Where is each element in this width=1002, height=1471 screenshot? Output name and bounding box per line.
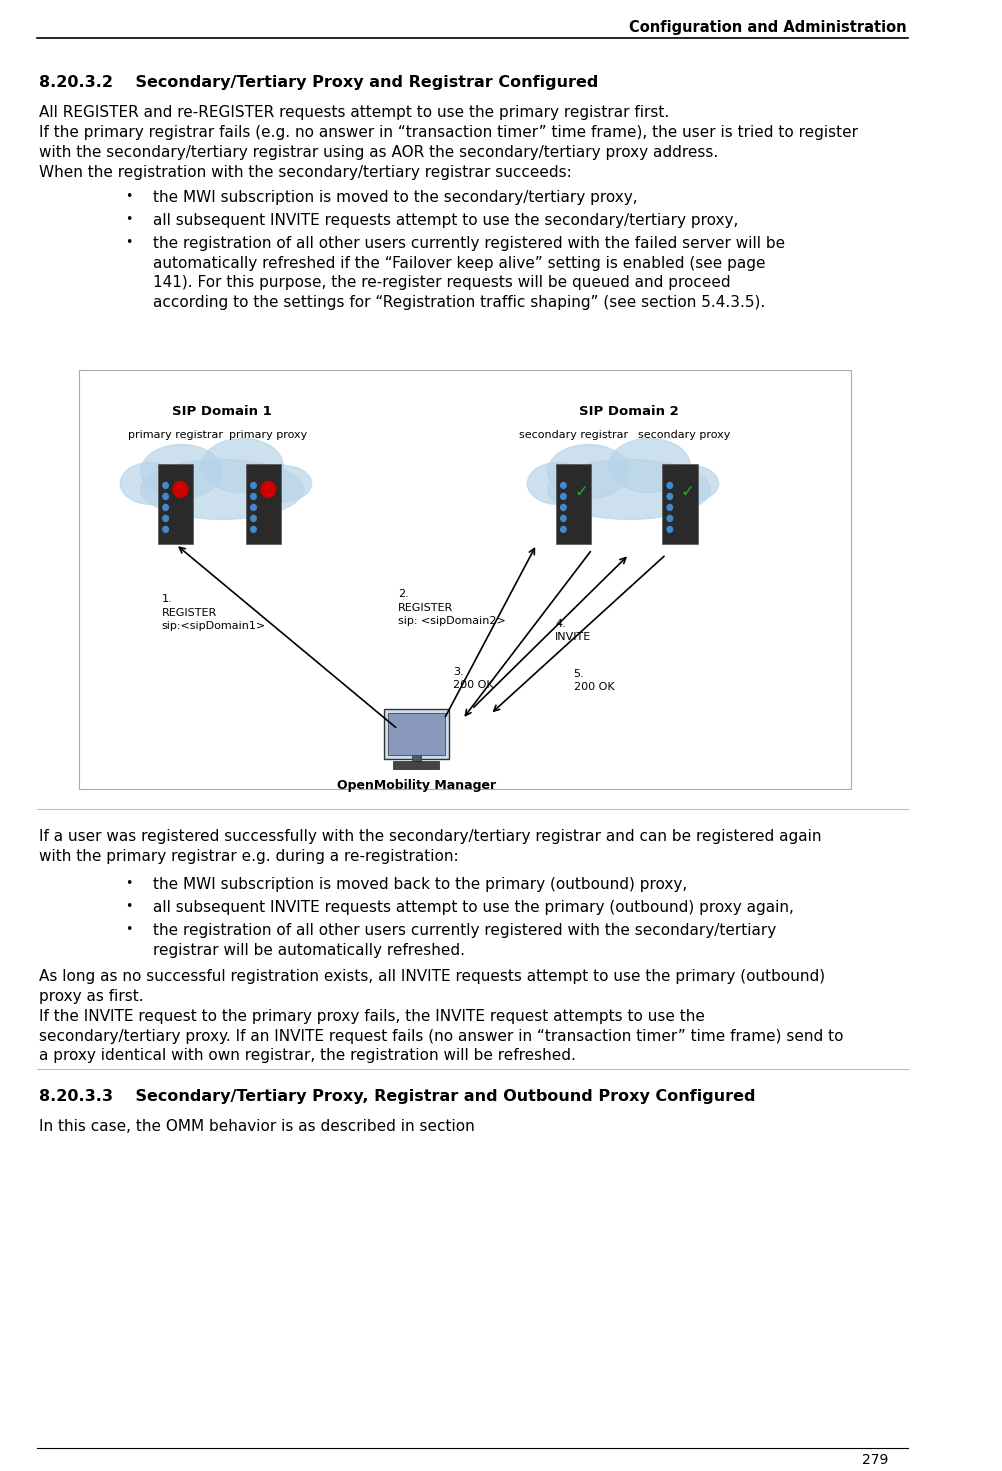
Text: primary registrar: primary registrar: [128, 430, 223, 440]
Text: the registration of all other users currently registered with the secondary/tert: the registration of all other users curr…: [152, 922, 776, 958]
Text: all subsequent INVITE requests attempt to use the secondary/tertiary proxy,: all subsequent INVITE requests attempt t…: [152, 213, 738, 228]
Text: 8.20.3.2    Secondary/Tertiary Proxy and Registrar Configured: 8.20.3.2 Secondary/Tertiary Proxy and Re…: [39, 75, 598, 90]
Bar: [246, 465, 282, 544]
Circle shape: [250, 515, 257, 521]
Circle shape: [250, 527, 257, 533]
Circle shape: [667, 515, 672, 521]
Circle shape: [250, 482, 257, 488]
Text: the registration of all other users currently registered with the failed server : the registration of all other users curr…: [152, 235, 785, 310]
Circle shape: [561, 527, 566, 533]
Ellipse shape: [548, 444, 629, 499]
Circle shape: [561, 482, 566, 488]
Bar: [556, 465, 591, 544]
Circle shape: [163, 482, 168, 488]
Text: •: •: [125, 922, 132, 936]
Text: primary proxy: primary proxy: [229, 430, 308, 440]
Text: ✓: ✓: [574, 482, 588, 500]
Bar: [388, 713, 445, 755]
Text: As long as no successful registration exists, all INVITE requests attempt to use: As long as no successful registration ex…: [39, 969, 825, 1003]
Ellipse shape: [661, 465, 718, 502]
Circle shape: [561, 505, 566, 510]
Text: the MWI subscription is moved back to the primary (outbound) proxy,: the MWI subscription is moved back to th…: [152, 877, 687, 891]
Bar: [662, 465, 697, 544]
Text: ✓: ✓: [680, 482, 694, 500]
Text: secondary registrar: secondary registrar: [519, 430, 628, 440]
Text: the MWI subscription is moved to the secondary/tertiary proxy,: the MWI subscription is moved to the sec…: [152, 190, 637, 204]
Text: In this case, the OMM behavior is as described in section: In this case, the OMM behavior is as des…: [39, 1119, 480, 1134]
Bar: [158, 465, 193, 544]
Ellipse shape: [255, 465, 312, 502]
Circle shape: [667, 505, 672, 510]
Text: •: •: [125, 190, 132, 203]
Text: SIP Domain 2: SIP Domain 2: [579, 405, 679, 418]
Text: 279: 279: [862, 1453, 888, 1468]
Text: 4.
INVITE: 4. INVITE: [555, 619, 591, 643]
Ellipse shape: [140, 459, 304, 519]
Bar: [412, 752, 421, 761]
Text: •: •: [125, 213, 132, 225]
Ellipse shape: [609, 438, 690, 493]
Circle shape: [250, 505, 257, 510]
Text: secondary proxy: secondary proxy: [638, 430, 730, 440]
Circle shape: [667, 493, 672, 500]
Text: •: •: [125, 235, 132, 249]
Text: •: •: [125, 900, 132, 913]
Circle shape: [561, 515, 566, 521]
Text: SIP Domain 1: SIP Domain 1: [172, 405, 272, 418]
Ellipse shape: [527, 462, 588, 505]
Ellipse shape: [120, 462, 181, 505]
Circle shape: [261, 481, 276, 497]
Text: −: −: [174, 482, 186, 496]
Text: 2.
REGISTER
sip: <sipDomain2>: 2. REGISTER sip: <sipDomain2>: [398, 590, 506, 625]
Text: •: •: [125, 877, 132, 890]
Circle shape: [667, 527, 672, 533]
Text: 8.20.3.3    Secondary/Tertiary Proxy, Registrar and Outbound Proxy Configured: 8.20.3.3 Secondary/Tertiary Proxy, Regis…: [39, 1089, 756, 1103]
Text: 3.
200 OK: 3. 200 OK: [453, 668, 494, 690]
Ellipse shape: [548, 459, 710, 519]
Circle shape: [561, 493, 566, 500]
Circle shape: [163, 493, 168, 500]
Circle shape: [173, 481, 187, 497]
Circle shape: [163, 527, 168, 533]
Text: 1.
REGISTER
sip:<sipDomain1>: 1. REGISTER sip:<sipDomain1>: [162, 594, 266, 631]
Circle shape: [163, 505, 168, 510]
Circle shape: [667, 482, 672, 488]
Text: Configuration and Administration: Configuration and Administration: [629, 21, 907, 35]
Text: all subsequent INVITE requests attempt to use the primary (outbound) proxy again: all subsequent INVITE requests attempt t…: [152, 900, 794, 915]
Ellipse shape: [201, 438, 284, 493]
Text: If the primary registrar fails (e.g. no answer in “transaction timer” time frame: If the primary registrar fails (e.g. no …: [39, 125, 858, 160]
Text: −: −: [263, 482, 275, 496]
Text: When the registration with the secondary/tertiary registrar succeeds:: When the registration with the secondary…: [39, 165, 571, 179]
Circle shape: [163, 515, 168, 521]
Text: 5.
200 OK: 5. 200 OK: [573, 669, 614, 693]
Text: All REGISTER and re-REGISTER requests attempt to use the primary registrar first: All REGISTER and re-REGISTER requests at…: [39, 104, 669, 119]
Text: If a user was registered successfully with the secondary/tertiary registrar and : If a user was registered successfully wi…: [39, 830, 822, 863]
Bar: [393, 761, 440, 769]
Ellipse shape: [140, 444, 222, 499]
Text: If the INVITE request to the primary proxy fails, the INVITE request attempts to: If the INVITE request to the primary pro…: [39, 1009, 844, 1064]
Bar: [384, 709, 449, 759]
Circle shape: [250, 493, 257, 500]
Bar: [78, 369, 851, 788]
Text: OpenMobility Manager: OpenMobility Manager: [337, 780, 496, 791]
